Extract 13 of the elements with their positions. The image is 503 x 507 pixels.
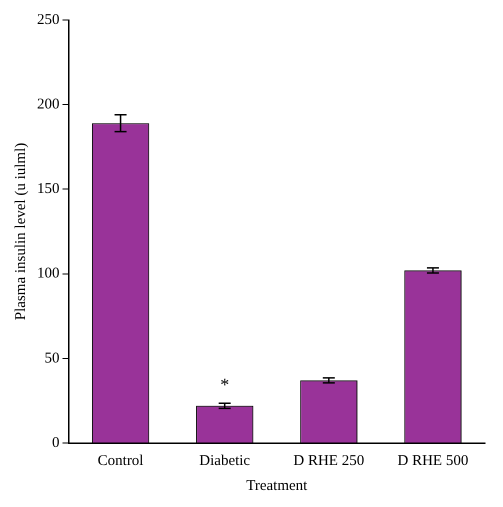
x-axis-title: Treatment [246,478,308,494]
x-tick-label: D RHE 500 [398,452,468,469]
y-tick-label: 250 [37,12,60,28]
x-tick-label: Diabetic [199,452,250,469]
x-tick-label: Control [98,452,144,469]
annotation: * [220,374,230,395]
y-tick-label: 100 [37,266,60,282]
y-tick-label: 50 [44,350,60,366]
y-axis-title: Plasma insulin level (u iulml) [12,142,29,320]
y-tick-label: 200 [37,96,60,113]
x-tick-label: D RHE 250 [293,452,364,469]
y-tick-label: 150 [37,181,60,198]
y-tick-label: 0 [52,434,60,451]
